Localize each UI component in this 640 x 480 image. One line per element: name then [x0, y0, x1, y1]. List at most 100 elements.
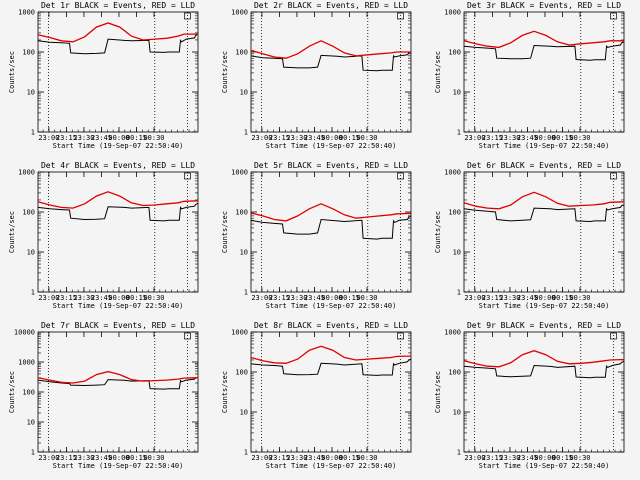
x-tick-label: 23:15 — [269, 134, 290, 142]
x-tick-label: 00:30 — [569, 454, 590, 462]
x-tick-label: 23:45 — [517, 454, 538, 462]
x-axis-label: Start Time (19-Sep-07 22:50:40) — [479, 142, 610, 150]
x-tick-label: 23:00 — [464, 134, 485, 142]
plot-frame — [250, 171, 412, 293]
lld-series-line — [37, 191, 199, 209]
x-tick-label: 23:30 — [73, 134, 94, 142]
y-tick-label: 100 — [22, 209, 35, 217]
lld-series-line — [37, 22, 198, 43]
events-series-line — [37, 33, 199, 55]
y-tick-label: 1 — [457, 289, 461, 297]
y-tick-label: 1 — [31, 449, 35, 457]
y-tick-label: 10 — [27, 89, 35, 97]
y-tick-label: 10 — [453, 89, 461, 97]
x-tick-label: 00:30 — [356, 454, 377, 462]
y-tick-label: 100 — [22, 389, 35, 397]
y-tick-label: 10 — [27, 249, 35, 257]
y-tick-label: 1000 — [231, 169, 248, 177]
x-axis-label: Start Time (19-Sep-07 22:50:40) — [53, 462, 184, 470]
x-axis-label: Start Time (19-Sep-07 22:50:40) — [53, 142, 184, 150]
x-tick-label: 00:00 — [108, 454, 129, 462]
y-tick-label: 10 — [453, 409, 461, 417]
flag-marker — [610, 12, 617, 20]
x-tick-label: 23:15 — [269, 294, 290, 302]
x-tick-label: 23:00 — [38, 454, 59, 462]
x-tick-label: 23:00 — [251, 454, 272, 462]
x-tick-label: 23:30 — [286, 134, 307, 142]
plot-frame — [250, 331, 412, 453]
x-axis-label: Start Time (19-Sep-07 22:50:40) — [266, 142, 397, 150]
y-tick-label: 100 — [448, 369, 461, 377]
x-tick-label: 00:15 — [126, 134, 147, 142]
panel-title: Det 7r BLACK = Events, RED = LLD — [41, 321, 195, 330]
x-tick-label: 00:00 — [321, 294, 342, 302]
y-tick-label: 10000 — [14, 329, 35, 337]
lld-series-line — [463, 191, 625, 210]
x-tick-label: 00:00 — [534, 134, 555, 142]
lld-series-line — [463, 350, 625, 368]
y-axis-label: Counts/sec — [434, 211, 442, 253]
x-tick-label: 00:30 — [569, 294, 590, 302]
x-tick-label: 23:30 — [499, 294, 520, 302]
panel-4: Det 4r BLACK = Events, RED = LLD 1 10 100 10… — [8, 161, 199, 310]
y-tick-label: 100 — [235, 209, 248, 217]
x-tick-label: 00:15 — [126, 294, 147, 302]
y-axis-label: Counts/sec — [8, 371, 16, 413]
y-tick-label: 1000 — [444, 329, 461, 337]
x-tick-label: 23:00 — [251, 294, 272, 302]
x-tick-label: 00:15 — [552, 294, 573, 302]
panel-2: Det 2r BLACK = Events, RED = LLD 1 10 100 10… — [221, 1, 412, 150]
x-tick-label: 23:45 — [91, 454, 112, 462]
panel-3: Det 3r BLACK = Events, RED = LLD 1 10 100 10… — [434, 1, 625, 150]
x-tick-label: 23:00 — [464, 294, 485, 302]
panel-7: Det 7r BLACK = Events, RED = LLD 1 10 100 10… — [8, 321, 199, 470]
y-tick-label: 1000 — [18, 9, 35, 17]
x-tick-label: 23:15 — [56, 134, 77, 142]
flag-marker — [397, 172, 404, 180]
lld-series-line — [463, 30, 624, 49]
y-tick-label: 10 — [240, 249, 248, 257]
y-axis-label: Counts/sec — [434, 371, 442, 413]
y-tick-label: 1 — [457, 129, 461, 137]
x-tick-label: 23:15 — [482, 294, 503, 302]
x-tick-label: 23:45 — [304, 294, 325, 302]
x-tick-label: 23:00 — [464, 454, 485, 462]
x-tick-label: 23:00 — [38, 294, 59, 302]
y-tick-label: 10 — [453, 249, 461, 257]
x-tick-label: 00:30 — [143, 134, 164, 142]
x-tick-label: 23:15 — [482, 134, 503, 142]
y-axis-label: Counts/sec — [434, 51, 442, 93]
panel-9: Det 9r BLACK = Events, RED = LLD 1 10 100 10… — [434, 321, 625, 470]
x-tick-label: 23:15 — [56, 294, 77, 302]
y-tick-label: 1 — [244, 129, 248, 137]
y-tick-label: 10 — [27, 419, 35, 427]
y-tick-label: 1000 — [18, 359, 35, 367]
lld-series-line — [250, 40, 411, 59]
x-tick-label: 23:30 — [73, 454, 94, 462]
y-tick-label: 100 — [448, 49, 461, 57]
lld-series-line — [37, 370, 199, 384]
x-tick-label: 00:15 — [339, 294, 360, 302]
events-series-line — [250, 51, 412, 72]
x-tick-label: 23:15 — [56, 454, 77, 462]
x-tick-label: 23:45 — [304, 134, 325, 142]
events-series-line — [37, 202, 199, 222]
panel-title: Det 1r BLACK = Events, RED = LLD — [41, 1, 195, 10]
x-tick-label: 00:00 — [321, 134, 342, 142]
y-tick-label: 100 — [22, 49, 35, 57]
flag-marker — [397, 12, 404, 20]
plot-frame — [463, 331, 625, 453]
y-tick-label: 1 — [31, 289, 35, 297]
x-tick-label: 00:00 — [108, 294, 129, 302]
panel-6: Det 6r BLACK = Events, RED = LLD 1 10 100 10… — [434, 161, 625, 310]
x-tick-label: 00:00 — [534, 294, 555, 302]
x-tick-label: 00:15 — [339, 454, 360, 462]
y-tick-label: 10 — [240, 409, 248, 417]
y-tick-label: 10 — [240, 89, 248, 97]
flag-marker — [397, 332, 404, 340]
events-series-line — [250, 215, 412, 240]
plot-frame — [37, 331, 199, 453]
lld-series-line — [250, 203, 412, 222]
x-tick-label: 23:30 — [73, 294, 94, 302]
